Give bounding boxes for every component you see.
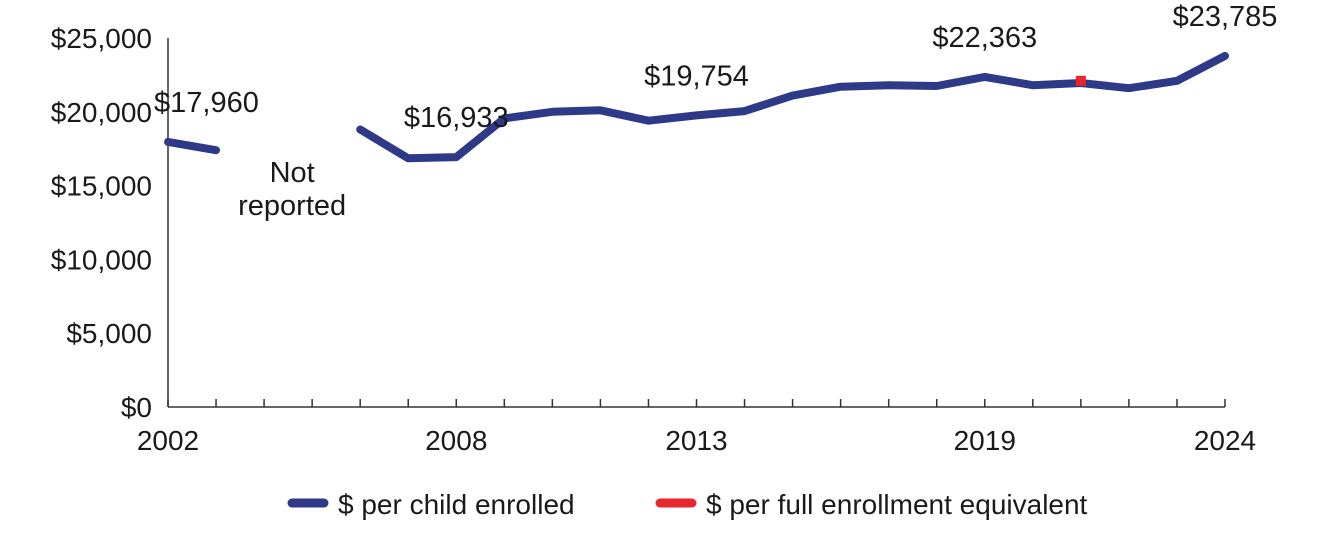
y-tick-label: $0 bbox=[121, 392, 152, 423]
legend: $ per child enrolled $ per full enrollmen… bbox=[287, 489, 1088, 520]
axes bbox=[167, 38, 1225, 408]
annotation-not-reported: Not reported bbox=[238, 157, 346, 222]
x-tick-label: 2013 bbox=[665, 425, 727, 456]
x-ticks: 2002 2008 2013 2019 2024 bbox=[137, 399, 1256, 456]
data-labels: $17,960 $16,933 $19,754 $22,363 $23,785 bbox=[154, 1, 1277, 134]
y-tick-label: $20,000 bbox=[51, 97, 152, 128]
y-tick-labels: $0 $5,000 $10,000 $15,000 $20,000 $25,000 bbox=[51, 23, 152, 423]
data-point-per-full-enrollment-equivalent bbox=[1075, 75, 1086, 86]
data-label: $22,363 bbox=[932, 22, 1037, 54]
x-tick-label: 2008 bbox=[425, 425, 487, 456]
y-tick-label: $15,000 bbox=[51, 171, 152, 202]
legend-label: $ per child enrolled bbox=[338, 489, 575, 520]
x-tick-label: 2024 bbox=[1194, 425, 1256, 456]
data-label: $17,960 bbox=[154, 87, 259, 119]
legend-label: $ per full enrollment equivalent bbox=[706, 489, 1088, 520]
data-label: $19,754 bbox=[644, 60, 749, 92]
data-label: $23,785 bbox=[1173, 1, 1278, 33]
series-layer bbox=[164, 51, 1229, 163]
y-tick-label: $10,000 bbox=[51, 244, 152, 275]
annotations: Not reported bbox=[238, 157, 346, 222]
x-tick-label: 2002 bbox=[137, 425, 199, 456]
series-line-per-child-enrolled bbox=[164, 137, 220, 155]
x-tick-label: 2019 bbox=[954, 425, 1016, 456]
y-tick-label: $5,000 bbox=[66, 318, 152, 349]
y-tick-label: $25,000 bbox=[51, 23, 152, 54]
data-label: $16,933 bbox=[404, 102, 509, 134]
